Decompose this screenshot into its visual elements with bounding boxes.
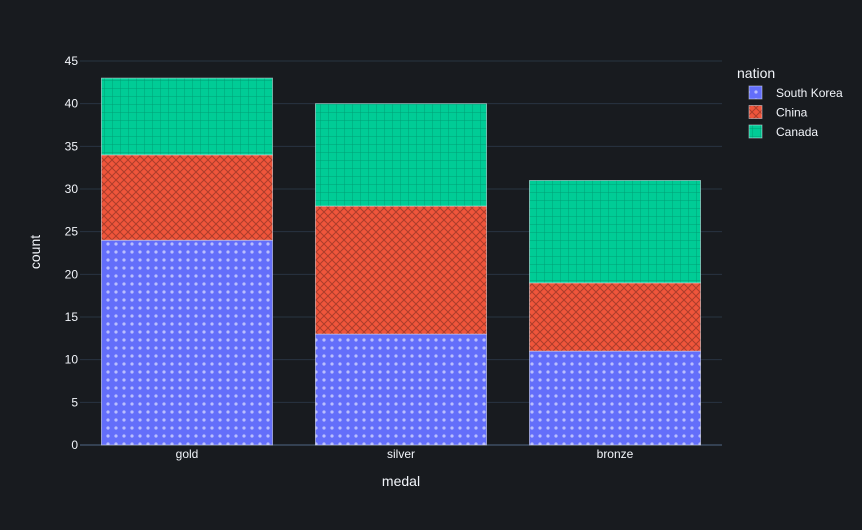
legend-label: China <box>776 106 808 120</box>
x-axis-title: medal <box>382 473 420 489</box>
bar-canada-bronze[interactable] <box>529 180 702 284</box>
bar-canada-silver[interactable] <box>314 103 487 207</box>
bar-canada-gold[interactable] <box>101 77 273 156</box>
legend-swatch <box>748 105 763 119</box>
y-tick-label: 40 <box>65 97 79 111</box>
y-tick-label: 15 <box>65 310 79 324</box>
bar-china-bronze[interactable] <box>529 282 702 352</box>
legend-item-south-korea[interactable]: South Korea <box>748 85 843 100</box>
legend-title: nation <box>737 65 775 81</box>
bar-china-gold[interactable] <box>101 154 273 241</box>
y-tick-label: 45 <box>65 54 79 68</box>
bar-south-korea-silver[interactable] <box>314 333 487 446</box>
legend-label: Canada <box>776 125 818 139</box>
y-tick-label: 35 <box>65 139 79 153</box>
bar-china-silver[interactable] <box>314 205 487 335</box>
y-tick-label: 10 <box>65 353 79 367</box>
y-tick-label: 20 <box>65 267 79 281</box>
y-tick-label: 30 <box>65 182 79 196</box>
bar-south-korea-gold[interactable] <box>101 239 273 446</box>
y-tick-label: 25 <box>65 225 79 239</box>
bars <box>101 77 702 446</box>
legend[interactable]: nation South Korea China Canada <box>737 65 843 139</box>
legend-label: South Korea <box>776 86 843 100</box>
y-axis-title: count <box>27 235 43 269</box>
bar-south-korea-bronze[interactable] <box>529 350 702 446</box>
x-tick-label: bronze <box>597 447 634 461</box>
y-axis: 0 5 10 15 20 25 30 35 40 45 <box>65 54 79 452</box>
legend-item-china[interactable]: China <box>748 105 808 120</box>
x-tick-label: silver <box>387 447 415 461</box>
legend-item-canada[interactable]: Canada <box>748 124 818 139</box>
y-tick-label: 5 <box>71 395 78 409</box>
x-axis: gold silver bronze <box>176 447 634 461</box>
x-tick-label: gold <box>176 447 199 461</box>
y-tick-label: 0 <box>71 438 78 452</box>
legend-swatch <box>748 124 763 139</box>
legend-swatch <box>748 85 763 100</box>
